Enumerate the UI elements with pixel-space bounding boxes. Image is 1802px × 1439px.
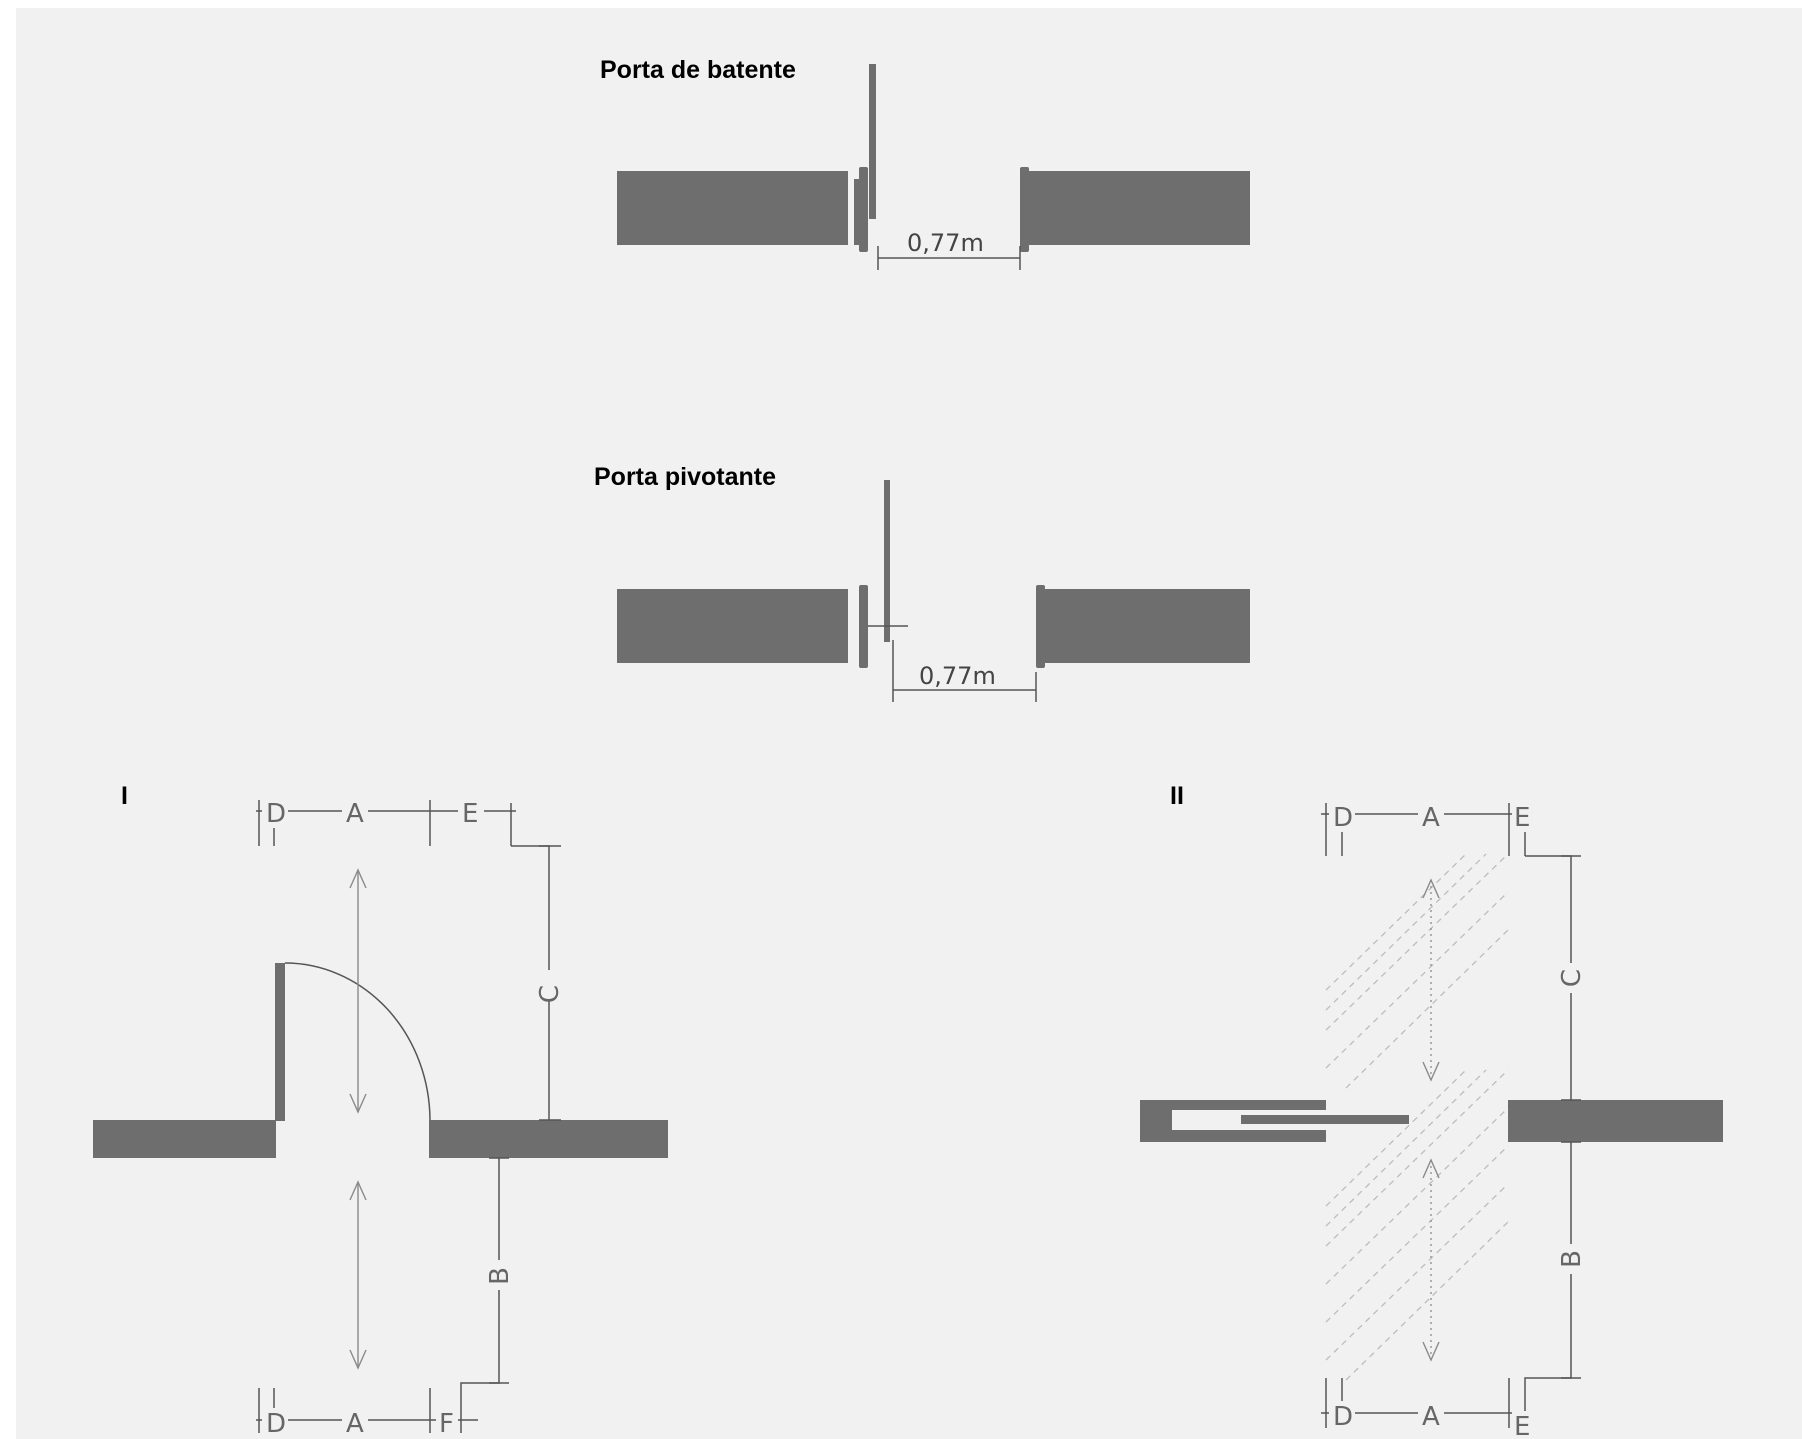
- dimension-arrow-icon: [1422, 1341, 1440, 1362]
- label-mask: [1329, 1401, 1355, 1431]
- label-mask: [1329, 802, 1355, 832]
- label-mask: [1512, 802, 1534, 832]
- dimension-label-a: A: [346, 799, 364, 829]
- dimension-label-b: B: [485, 1267, 515, 1285]
- right-wall: [429, 1120, 668, 1158]
- swing-door-title: Porta de batente: [600, 56, 796, 84]
- dimension-label-d: D: [1333, 803, 1353, 833]
- label-mask: [486, 1260, 514, 1290]
- right-wall: [1508, 1100, 1723, 1142]
- door-leaf-icon: [884, 480, 890, 642]
- dimension-arrow-icon: [349, 868, 367, 889]
- drawing-canvas: Porta de batente 0,77m Porta pivotante 0…: [16, 8, 1802, 1439]
- door-swing-arc-icon: [284, 962, 431, 1121]
- dimension-label-a: A: [1422, 803, 1440, 833]
- right-wall: [1024, 171, 1250, 245]
- diagram-ii: II: [1140, 782, 1723, 1439]
- label-mask: [1512, 1411, 1534, 1439]
- dimension-label-e: E: [1514, 803, 1530, 833]
- left-wall: [93, 1120, 276, 1158]
- dimension-label-e: E: [1514, 1412, 1530, 1439]
- left-jamb: [854, 179, 860, 245]
- dimension-label-d: D: [1333, 1402, 1353, 1432]
- pivot-door-title: Porta pivotante: [594, 463, 776, 491]
- pivot-door-width-label: 0,77m: [919, 662, 996, 690]
- dimension-arrow-icon: [1422, 1061, 1440, 1082]
- right-door-frame: [1036, 585, 1045, 668]
- dimension-arrow-icon: [1422, 878, 1440, 899]
- label-mask: [436, 1408, 458, 1438]
- right-wall: [1039, 589, 1250, 663]
- label-mask: [1558, 1244, 1586, 1274]
- swing-door-figure: Porta de batente 0,77m: [600, 56, 1250, 270]
- label-mask: [262, 1408, 288, 1438]
- swing-door-width-label: 0,77m: [907, 229, 984, 257]
- diagram-i-label: I: [121, 782, 128, 810]
- clear-zone-hatch: [1325, 853, 1509, 1381]
- label-mask: [342, 1408, 368, 1438]
- door-leaf-icon: [1241, 1115, 1409, 1124]
- label-mask: [262, 798, 288, 828]
- diagram-ii-label: II: [1170, 782, 1184, 810]
- dimension-arrow-icon: [349, 1349, 367, 1370]
- left-wall: [617, 171, 848, 245]
- dimension-label-c: C: [1557, 969, 1587, 987]
- left-wall: [617, 589, 848, 663]
- label-mask: [342, 798, 368, 828]
- dimension-label-d: D: [266, 1409, 286, 1439]
- label-mask: [458, 798, 484, 828]
- left-door-frame: [859, 167, 868, 252]
- diagram-i: I D A E C B: [93, 782, 668, 1439]
- pivot-door-figure: Porta pivotante 0,77m: [594, 463, 1250, 702]
- dimension-label-a: A: [346, 1409, 364, 1439]
- dimension-arrow-icon: [349, 1180, 367, 1201]
- right-door-frame: [1020, 167, 1029, 252]
- dimension-arrow-icon: [349, 1093, 367, 1114]
- label-mask: [1418, 802, 1444, 832]
- label-mask: [536, 970, 564, 1000]
- label-mask: [1558, 963, 1586, 993]
- door-leaf-icon: [869, 64, 876, 219]
- plan-drawing: Porta de batente 0,77m Porta pivotante 0…: [93, 56, 1723, 1439]
- dimension-label-b: B: [1557, 1250, 1587, 1268]
- dimension-label-c: C: [535, 985, 565, 1003]
- dimension-label-e: E: [462, 799, 478, 829]
- label-mask: [1418, 1401, 1444, 1431]
- dimension-label-d: D: [266, 799, 286, 829]
- left-door-frame: [859, 585, 868, 668]
- door-leaf-icon: [275, 963, 285, 1121]
- dimension-label-a: A: [1422, 1402, 1440, 1432]
- dimension-arrow-icon: [1422, 1158, 1440, 1179]
- dimension-label-f: F: [439, 1409, 454, 1439]
